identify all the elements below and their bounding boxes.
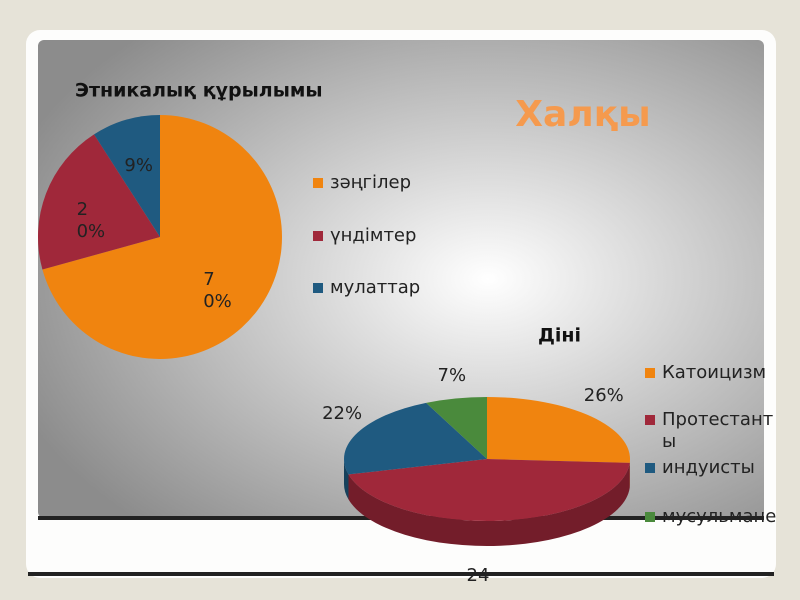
- slice: [487, 397, 630, 463]
- slice: [94, 115, 160, 237]
- slice: [426, 397, 487, 459]
- legend-swatch: [313, 178, 323, 188]
- slice: [38, 134, 160, 270]
- legend-label: зәңгілер: [330, 172, 411, 193]
- chart-title: Этникалық құрылымы: [75, 80, 323, 102]
- legend-label: мусульмане: [662, 506, 777, 527]
- slice: [344, 402, 487, 475]
- data-label: 26%: [583, 385, 624, 407]
- legend-swatch: [645, 368, 655, 378]
- data-label: 9%: [124, 154, 153, 176]
- slice-side: [344, 459, 349, 500]
- legend-label: индуисты: [662, 457, 755, 478]
- data-label: 70%: [203, 269, 232, 313]
- slice: [42, 115, 282, 359]
- legend-swatch: [313, 283, 323, 293]
- legend-swatch: [645, 415, 655, 425]
- legend-swatch: [645, 512, 655, 522]
- slice: [348, 459, 630, 521]
- legend-label: Протестанты: [662, 409, 774, 452]
- card-shadow: [28, 572, 774, 576]
- legend-label: мулаттар: [330, 277, 421, 298]
- legend-label: Катоицизм: [662, 362, 767, 383]
- legend-swatch: [645, 463, 655, 473]
- data-label: 7%: [437, 365, 467, 387]
- page-number: 24: [467, 565, 490, 586]
- data-label: 20%: [76, 198, 106, 242]
- slide-title: Халқы: [515, 94, 650, 135]
- legend-swatch: [313, 231, 323, 241]
- data-label: 22%: [322, 403, 363, 425]
- chart-title: Діні: [538, 325, 581, 347]
- slice-side: [348, 462, 630, 546]
- legend-label: үндімтер: [330, 225, 417, 246]
